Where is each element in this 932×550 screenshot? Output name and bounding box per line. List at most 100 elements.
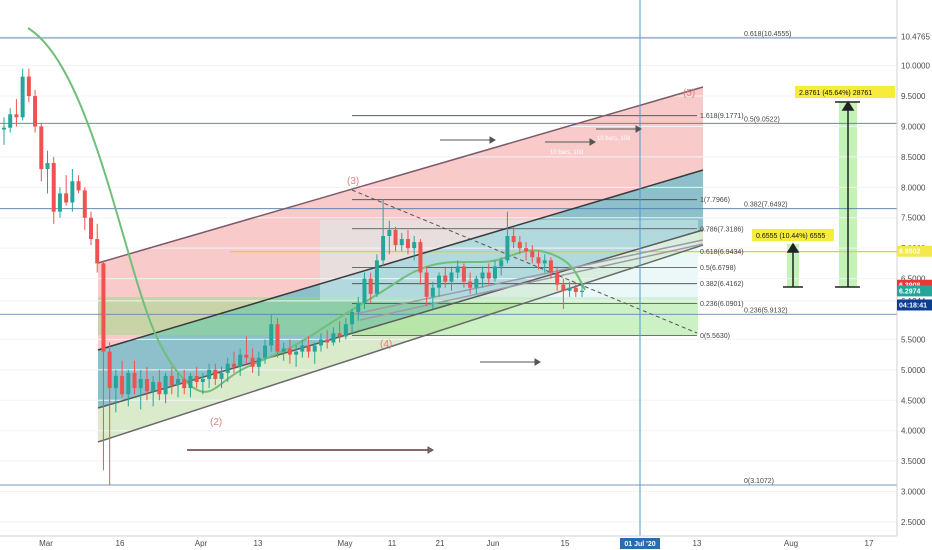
candle-body-82 [511,235,516,243]
candle-body-23 [144,378,149,392]
wave-3: (3) [347,176,359,187]
fib-lower-label-7: 0(5.5630) [700,333,730,340]
bar-note-2: 10 bars, 10d [550,150,583,156]
candle-body-38 [238,354,243,367]
arrow-top-head [489,136,496,144]
candle-body-31 [194,375,199,383]
candle-body-66 [412,242,417,249]
wave-5: (5) [683,88,695,99]
y-tick-label-2: 9.5000 [901,92,926,101]
candle-body-65 [405,239,410,249]
candle-body-48 [300,345,305,352]
candle-body-80 [499,260,504,267]
candle-body-84 [524,248,529,252]
candle-body-68 [424,272,429,297]
candle-body-57 [356,302,361,313]
arrow-low-head [534,358,541,366]
candle-body-20 [126,372,131,395]
y-tick-label-14: 3.5000 [901,457,926,466]
y-tick-label-15: 3.0000 [901,488,926,497]
candle-body-8 [51,162,56,212]
candle-body-86 [536,257,541,264]
candle-body-76 [474,278,479,288]
callout-short-text: 0.6555 (10.44%) 6555 [756,233,825,240]
candle-body-14 [89,217,94,240]
pitch-extra-1 [349,239,704,316]
candle-body-7 [45,162,50,170]
y-tick-label-4: 8.5000 [901,153,926,162]
fib-levels: 0.618(10.4555)0.5(9.0522)0.382(7.6492)0.… [0,31,897,486]
y-tick-label-16: 2.5000 [901,518,926,527]
candle-body-67 [418,242,423,273]
arrow-upper-head [635,125,642,133]
candle-body-71 [443,275,448,282]
y-tick-label-13: 4.0000 [901,427,926,436]
price-tag-box-3 [897,245,932,257]
candle-body-91 [567,287,572,291]
candle-body-87 [542,260,547,264]
price-tag-label-1: 6.2974 [899,288,921,295]
candles [2,68,584,485]
x-tick-label-11: Aug [784,539,798,548]
arrows [187,125,642,454]
candle-body-40 [250,357,255,367]
candle-body-9 [57,193,62,212]
candle-body-64 [399,239,404,246]
candle-body-41 [256,357,261,367]
channel-mid [97,169,704,351]
candle-body-81 [505,235,510,261]
candle-body-85 [530,251,535,258]
x-tick-label-7: Jun [487,539,500,548]
candle-body-26 [163,375,168,395]
x-tick-label-0: Mar [39,539,53,548]
candle-body-2 [14,114,19,118]
candle-body-44 [275,324,280,352]
candle-body-13 [82,190,87,218]
fib-upper-label-1: 0.5(9.0522) [744,116,780,123]
bar-notes: 10 bars, 10d 10 bars, 10d [550,136,630,156]
x-tick-label-8: 15 [561,539,570,548]
wave-labels: (2) (3) (4) (5) [210,88,695,428]
x-tick-label-6: 21 [436,539,445,548]
fib-lower-label-1: 1(7.7966) [700,197,730,204]
fib-green-zone [98,297,698,335]
candle-body-29 [182,378,187,389]
price-grid [0,36,897,523]
price-tag-box-2 [897,299,932,311]
channel-top [97,86,704,264]
candle-body-35 [219,372,224,379]
candle-body-63 [393,229,398,246]
y-tick-label-6: 7.5000 [901,214,926,223]
y-tick-label-8: 6.5000 [901,275,926,284]
price-tag-box-0 [897,279,932,291]
candle-body-90 [561,284,566,291]
y-tick-label-1: 10.0000 [901,62,930,71]
x-tick-label-12: 17 [865,539,874,548]
candle-body-43 [269,324,274,346]
arrow-mid-head [589,138,596,146]
pitch-extra-2 [359,243,704,321]
moving-average [27,27,586,393]
y-tick-label-5: 8.0000 [901,183,926,192]
candle-body-30 [188,375,193,389]
candle-body-53 [331,333,336,343]
candle-body-45 [281,348,286,352]
wave-2: (2) [210,417,222,428]
candle-body-42 [263,345,268,358]
channel-bottom [97,244,704,443]
candle-body-36 [225,363,230,373]
candle-body-16 [101,263,106,352]
candle-body-47 [294,351,299,355]
y-tick-label-12: 4.5000 [901,396,926,405]
fib-upper-label-3: 0.236(5.9132) [744,307,788,314]
candle-body-5 [33,96,38,127]
candle-body-83 [517,242,522,249]
candle-body-69 [430,287,435,297]
measurement-arrows [783,100,860,288]
candle-body-72 [449,272,454,282]
candle-body-46 [287,348,292,355]
fib-lower-label-4: 0.5(6.6798) [700,265,736,272]
candle-body-79 [492,266,497,279]
channel-lines [97,86,704,443]
